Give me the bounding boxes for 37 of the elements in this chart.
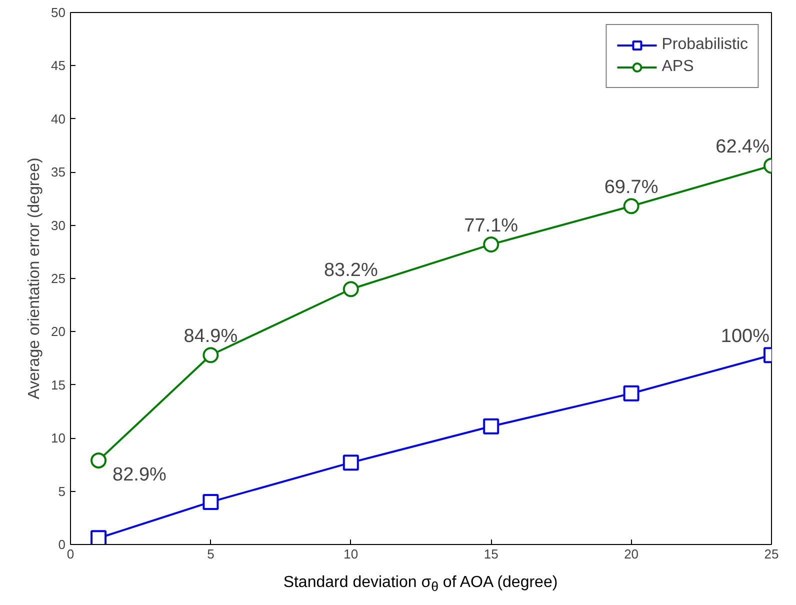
x-tick-label: 15 [484,546,498,562]
y-tick-label: 25 [51,271,66,286]
y-tick-label: 40 [51,111,66,126]
x-tick-label: 10 [344,546,358,562]
x-tick-label: 20 [624,546,639,562]
annotation: 69.7% [604,177,658,198]
y-tick-label: 50 [51,5,66,20]
x-tick-label: 5 [207,546,214,562]
point [623,198,640,214]
x-tick-label: 25 [764,546,779,562]
annotation: 83.2% [324,260,378,282]
y-tick-label: 0 [58,537,66,552]
y-axis-title: Average orientation error (degree) [26,158,44,400]
annotation: 82.9% [112,464,167,486]
point [90,530,107,544]
point [623,385,640,402]
y-tick-label: 20 [51,324,66,340]
point [90,452,107,468]
point [483,418,500,434]
y-tick-label: 30 [51,218,66,233]
annotation: 62.4% [716,136,770,158]
point [202,494,219,510]
point [342,281,359,298]
point [342,454,359,471]
annotation: 100% [720,326,770,348]
y-tick-label: 45 [51,58,66,74]
point [483,236,500,252]
x-axis-title: Standard deviation σ$_{θ}$ of AOA (degree) [283,573,558,596]
annotation: 84.9% [184,326,238,348]
annotation: 77.1% [464,215,518,236]
legend-label: Probabilistic [662,36,748,54]
y-tick-label: 5 [58,484,66,499]
y-tick-label: 15 [51,377,66,392]
legend-label: APS [662,58,694,76]
point [202,347,219,364]
y-tick-label: 35 [51,164,66,180]
y-tick-label: 10 [51,430,66,446]
